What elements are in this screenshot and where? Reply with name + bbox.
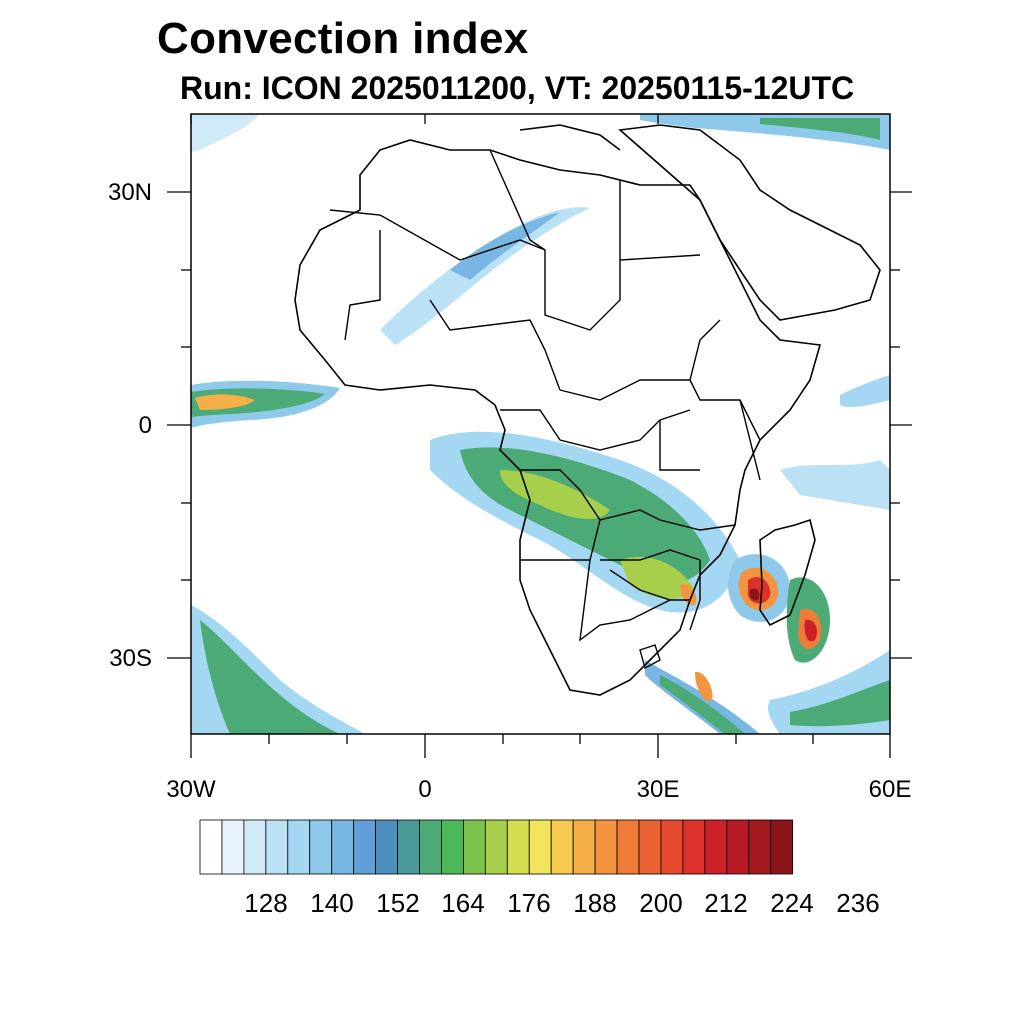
- map-plot-area: [191, 114, 890, 734]
- convection-field: [191, 114, 890, 734]
- colorbar-swatch: [287, 819, 311, 875]
- colorbar-swatch: [309, 819, 333, 875]
- colorbar-swatch: [682, 819, 706, 875]
- colorbar-swatch: [572, 819, 596, 875]
- lat-label-0: 0: [139, 412, 152, 439]
- colorbar-label: 236: [836, 888, 879, 918]
- colorbar-swatch: [199, 819, 223, 875]
- plot-frame: [190, 113, 891, 735]
- lon-label-0: 0: [418, 776, 431, 803]
- map-title: Convection index: [157, 14, 529, 63]
- colorbar-swatch: [375, 819, 398, 875]
- colorbar-swatch: [770, 819, 794, 875]
- colorbar-swatch: [419, 819, 442, 875]
- colorbar-swatch: [726, 819, 750, 875]
- colorbar-swatch: [221, 819, 245, 875]
- colorbar-swatch: [704, 819, 728, 875]
- colorbar-label: 200: [639, 888, 682, 918]
- colorbar-swatch: [660, 819, 684, 875]
- colorbar-label: 188: [573, 888, 616, 918]
- colorbar-label: 128: [244, 888, 287, 918]
- colorbar-swatch: [616, 819, 640, 875]
- lat-label-30s: 30S: [109, 645, 152, 672]
- colorbar-label: 152: [376, 888, 419, 918]
- colorbar-swatch: [528, 819, 552, 875]
- colorbar-swatch: [243, 819, 267, 875]
- lat-label-30n: 30N: [108, 179, 152, 206]
- colorbar-label: 224: [770, 888, 813, 918]
- lon-label-60e: 60E: [869, 776, 912, 803]
- colorbar-swatch: [353, 819, 376, 875]
- country-borders: [329, 149, 761, 670]
- colorbar-label: 176: [507, 888, 550, 918]
- map-subtitle: Run: ICON 2025011200, VT: 20250115-12UTC: [180, 70, 855, 106]
- colorbar-swatch: [462, 819, 486, 875]
- colorbar-swatch: [506, 819, 530, 875]
- lon-label-30e: 30E: [637, 776, 680, 803]
- colorbar-label: 164: [441, 888, 484, 918]
- colorbar: [199, 819, 794, 875]
- colorbar-swatch: [484, 819, 508, 875]
- colorbar-label: 212: [704, 888, 747, 918]
- colorbar-swatch: [397, 819, 420, 875]
- colorbar-swatch: [331, 819, 355, 875]
- colorbar-swatch: [638, 819, 662, 875]
- colorbar-swatch: [594, 819, 618, 875]
- colorbar-swatch: [748, 819, 772, 875]
- axis-ticks: [167, 114, 912, 758]
- colorbar-swatch: [550, 819, 574, 875]
- colorbar-swatch: [265, 819, 289, 875]
- colorbar-label: 140: [310, 888, 353, 918]
- lon-label-30w: 30W: [166, 776, 216, 803]
- colorbar-swatch: [441, 819, 464, 875]
